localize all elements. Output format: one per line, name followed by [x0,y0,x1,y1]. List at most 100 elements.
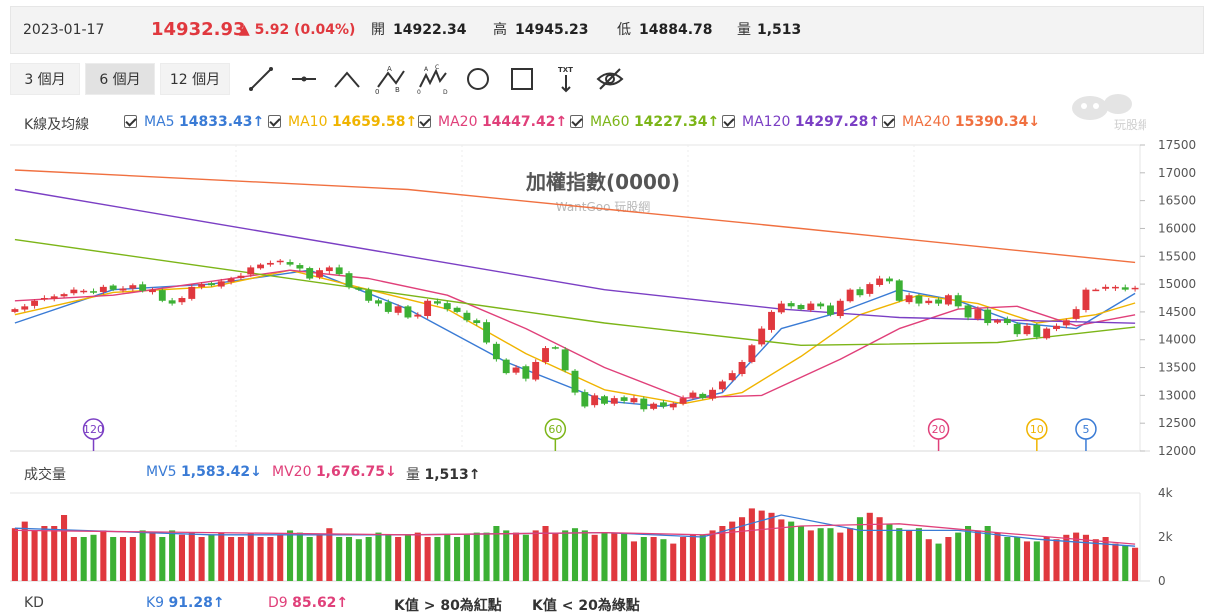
volume-bar [355,539,362,581]
volume-bar [1043,537,1050,581]
volume-bar [896,528,903,581]
ma-marker-label: 5 [1082,423,1089,436]
volume-bar [345,537,353,581]
candle-body [473,320,481,324]
circle-tool-icon[interactable] [462,63,494,95]
candle-body [149,289,156,293]
ma240-toggle[interactable]: MA240 15390.34↓ [882,114,1040,130]
candle-body [207,283,215,286]
candle-body [856,289,864,296]
volume-bar [591,534,598,581]
candle-body [365,290,373,301]
svg-text:0: 0 [417,89,421,95]
candle-body [915,295,923,304]
angle-tool-icon[interactable] [331,63,363,95]
candle-body [512,367,520,373]
candle-body [1082,289,1090,311]
volume-bar [149,532,156,581]
candle-body [925,300,933,304]
candle-body [80,290,88,293]
volume-bar [611,532,618,581]
candle-body [325,267,333,272]
ma-legend: K線及均線 MA5 14833.43↑ MA10 14659.58↑ MA20 … [0,108,1222,138]
mv20-name: MV20 [272,464,312,480]
volume-bar [218,532,225,581]
ma5-toggle[interactable]: MA5 14833.43↑ [124,114,264,130]
candle-body [522,366,530,379]
rectangle-tool-icon[interactable] [506,63,538,95]
kd-note-red: K值 > 80為紅點 [394,598,502,614]
horizontal-line-tool-icon[interactable] [288,63,320,95]
volume-bar [847,528,854,581]
candle-body [1043,328,1051,339]
volume-bar [837,532,844,581]
volume-bar [404,534,412,581]
volume-bar [119,537,127,581]
mv20-legend: MV20 1,676.75↓ [272,464,397,480]
candle-body [1072,309,1080,319]
y-tick-label: 16000 [1158,221,1196,235]
period-3m-button[interactable]: 3 個月 [10,63,80,95]
volume-bar [886,523,893,581]
ma120-toggle[interactable]: MA120 14297.28↑ [722,114,880,130]
candle-body [237,275,245,279]
vol-name: 量 [406,467,420,483]
quote-bar: 2023-01-17 14932.93 ▲ 5.92 (0.04%) 開 149… [10,6,1204,54]
line-tool-icon[interactable] [245,63,277,95]
ma10-toggle[interactable]: MA10 14659.58↑ [268,114,417,130]
candle-body [738,361,746,374]
candle-body [227,278,235,282]
ma-marker-circle [1026,418,1048,440]
candle-body [345,273,353,287]
period-12m-button[interactable]: 12 個月 [160,63,230,95]
candle-body [11,309,19,312]
high-label: 高 [493,22,507,38]
volume-bar [630,541,638,581]
candle-body [139,284,147,291]
volume-bar [110,537,117,581]
candle-body [964,305,972,318]
checkbox-icon [268,115,281,128]
candle-body [601,396,608,404]
ma-marker-label: 10 [1030,423,1044,436]
candle-body [70,289,78,294]
ma20-toggle[interactable]: MA20 14447.42↑ [418,114,567,130]
period-6m-button[interactable]: 6 個月 [85,63,155,95]
volume-bar [60,515,68,581]
volume-bar [768,512,775,581]
candle-body [866,284,874,294]
volume-bar [11,528,18,581]
ma60-toggle[interactable]: MA60 14227.34↑ [570,114,719,130]
volume-bar [21,521,28,581]
volume-bar [856,517,864,581]
volume-bar [1033,541,1040,581]
y-tick-label: 17500 [1158,138,1196,152]
mv5-value: 1,583.42↓ [181,464,262,480]
volume-tick-label: 4k [1158,486,1173,500]
volume-bar [552,532,559,581]
volume-bar [237,537,244,581]
d9-legend: D9 85.62↑ [268,595,348,611]
candle-body [384,302,392,312]
volume-bar [51,526,58,581]
candle-body [935,299,943,304]
volume-bar [169,530,176,581]
hide-icon[interactable] [594,63,626,95]
candle-body [876,278,884,285]
candle-body [640,398,648,410]
volume-bar [571,528,579,581]
volume-bar [935,543,942,581]
abc-wave-tool-icon[interactable]: A B 0 [374,63,406,96]
volume-bar [1112,543,1119,581]
ma60-value: 14227.34↑ [633,114,720,130]
ma5-name: MA5 [144,114,175,130]
open-value: 14922.34 [393,22,467,38]
ma60-line [14,238,1136,346]
text-tool-icon[interactable]: TXT [550,63,582,95]
volume-bar [336,537,343,581]
candle-body [748,345,756,362]
candle-body [679,398,687,404]
volume-bar [257,537,264,581]
